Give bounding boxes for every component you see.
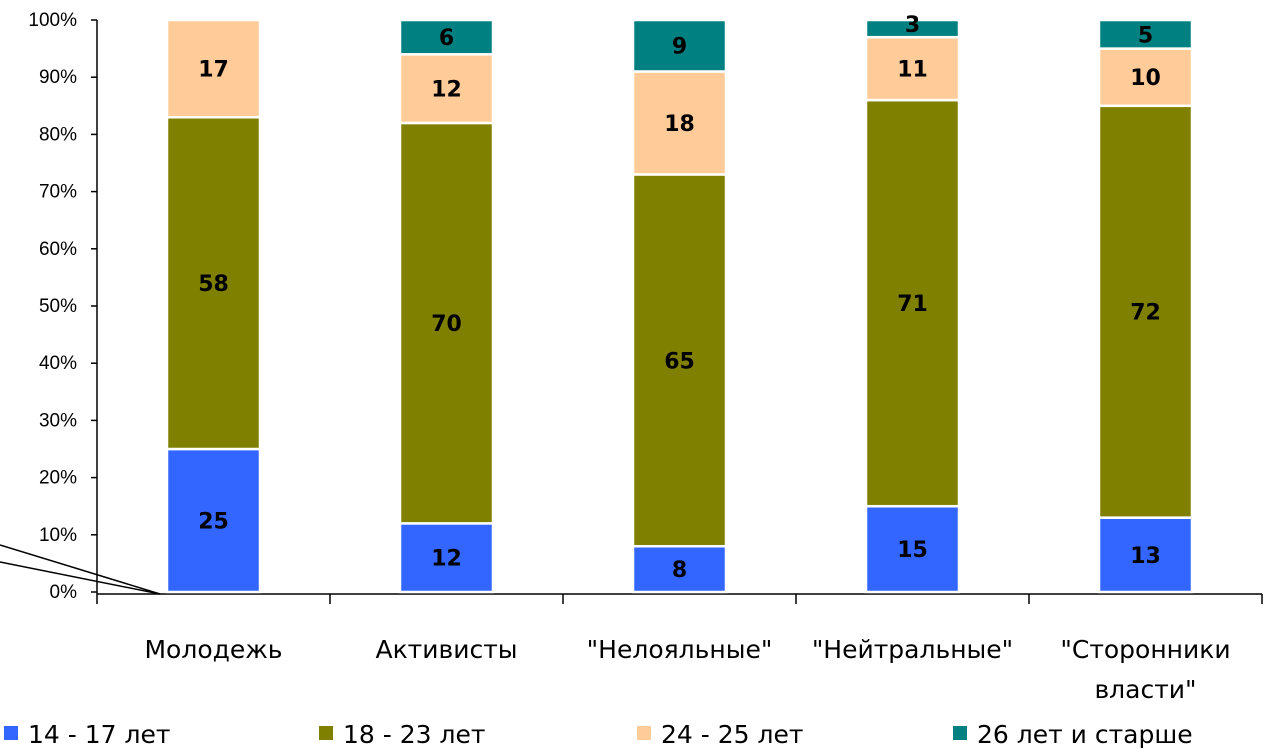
bar-segment <box>631 544 728 594</box>
decorative-line-1 <box>0 544 161 595</box>
data-label: 72 <box>1130 301 1161 326</box>
bar-segment <box>398 53 495 125</box>
data-label: 70 <box>431 312 462 337</box>
legend: 14 - 17 лет 18 - 23 лет 24 - 25 лет 26 лет … <box>4 720 1193 749</box>
legend-label: 24 - 25 лет <box>661 720 803 749</box>
legend-swatch <box>637 726 651 740</box>
axes: 0% 10% 20% 30% 40% 50% 60% 70% 80% 90% 100% Молодеж… <box>28 10 1263 704</box>
data-label: 6 <box>439 26 454 51</box>
bar-segment <box>864 35 961 102</box>
y-tick-label: 60% <box>39 239 77 260</box>
data-label: 3 <box>905 13 920 38</box>
data-label: 25 <box>198 510 229 535</box>
data-label: 17 <box>198 58 229 83</box>
bar-segment <box>631 173 728 548</box>
bar-segment <box>631 18 728 73</box>
data-label: 11 <box>897 58 928 83</box>
bar-segment <box>398 522 495 594</box>
data-label: 58 <box>198 272 229 297</box>
legend-label: 26 лет и старше <box>977 720 1193 749</box>
data-label: 10 <box>1130 66 1161 91</box>
bars <box>165 18 1194 594</box>
x-tick-label: "Сторонники власти" <box>1060 635 1230 704</box>
bar-segment <box>398 121 495 525</box>
y-tick-label: 20% <box>39 468 77 489</box>
data-labels: 25 58 17 12 70 12 6 8 65 18 9 15 71 11 3 13 72 10 5 <box>198 13 1161 583</box>
y-tick-label: 80% <box>39 124 77 145</box>
x-tick-label: Активисты <box>375 635 517 664</box>
decorative-lines <box>0 544 161 595</box>
bar-segment <box>1097 104 1194 519</box>
data-label: 13 <box>1130 544 1161 569</box>
bar-segment <box>1097 516 1194 594</box>
bar-segment <box>398 18 495 56</box>
bar-segment <box>165 18 262 119</box>
y-tick-label: 40% <box>39 353 77 374</box>
data-label: 5 <box>1138 23 1153 48</box>
data-label: 18 <box>664 112 695 137</box>
bar-segment <box>165 447 262 594</box>
y-tick-label: 50% <box>39 296 77 317</box>
bar-segment <box>864 504 961 594</box>
y-tick-label: 0% <box>50 582 78 603</box>
y-tick-label: 10% <box>39 525 77 546</box>
legend-swatch <box>953 726 967 740</box>
data-label: 12 <box>431 78 462 103</box>
data-label: 9 <box>672 35 687 60</box>
x-tick-label: "Нейтральные" <box>812 635 1013 664</box>
data-label: 71 <box>897 292 928 317</box>
y-tick-label: 30% <box>39 410 77 431</box>
y-tick-label: 100% <box>28 10 77 31</box>
y-tick-label: 70% <box>39 182 77 203</box>
x-tick-label: Молодежь <box>144 635 282 664</box>
data-label: 12 <box>431 547 462 572</box>
legend-label: 18 - 23 лет <box>343 720 485 749</box>
legend-swatch <box>319 726 333 740</box>
decorative-line-2 <box>0 561 161 595</box>
data-label: 15 <box>897 538 928 563</box>
legend-label: 14 - 17 лет <box>28 720 170 749</box>
data-label: 65 <box>664 349 695 374</box>
data-label: 8 <box>672 558 687 583</box>
y-tick-label: 90% <box>39 67 77 88</box>
x-tick-label: "Нелояльные" <box>587 635 773 664</box>
legend-swatch <box>4 726 18 740</box>
bar-segment <box>1097 18 1194 50</box>
bar-segment <box>864 18 961 39</box>
bar-segment <box>864 98 961 508</box>
bar-segment <box>165 115 262 451</box>
